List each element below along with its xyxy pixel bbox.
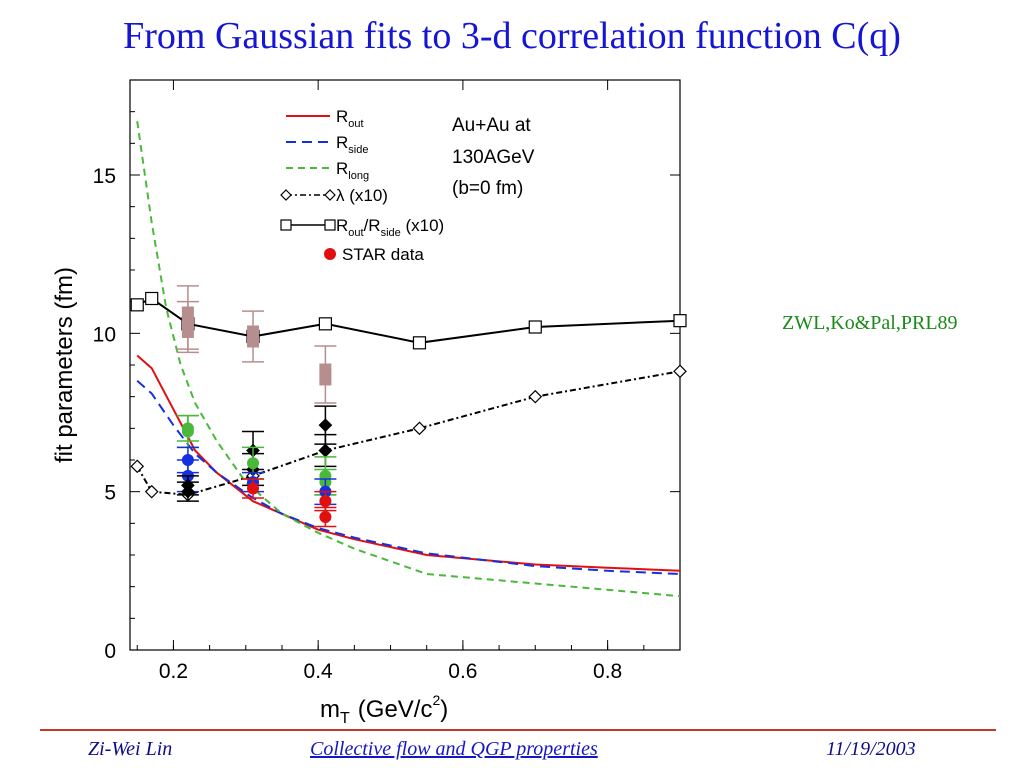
legend-marker-3 (324, 189, 336, 201)
x-axis-label-main: m (320, 696, 340, 723)
legend-label-0: Rout (336, 107, 364, 130)
legend-label-5: STAR data (342, 245, 424, 264)
legend-label-3: λ (x10) (336, 186, 388, 205)
series-layer (130, 121, 687, 598)
star-data-point (318, 443, 333, 458)
annotation-line-3: (b=0 fm) (452, 178, 523, 199)
x-tick-label: 0.2 (159, 660, 188, 683)
legend-marker-4 (324, 219, 336, 231)
y-axis-label: fit parameters (fm) (51, 267, 78, 463)
star-data-point (181, 316, 194, 338)
series-point-4 (412, 336, 427, 350)
star-data-point (319, 495, 332, 508)
x-axis-label: mT (GeV/c2) (320, 692, 448, 727)
series-point-3 (412, 421, 427, 436)
series-point-4 (130, 298, 144, 312)
y-tick-label: 15 (93, 165, 116, 188)
series-point-3 (673, 364, 687, 379)
footer-talk-title[interactable]: Collective flow and QGP properties (310, 738, 598, 760)
star-data-point (247, 457, 260, 470)
star-data-point (247, 325, 260, 348)
footer-date: 11/19/2003 (826, 738, 916, 760)
series-point-4 (318, 317, 332, 331)
legend-label-1: Rside (336, 133, 368, 156)
x-tick-label: 0.8 (593, 660, 622, 683)
x-axis-label-sub: T (340, 710, 350, 727)
annotation-line-1: Au+Au at (452, 115, 531, 136)
legend-marker-3 (280, 189, 292, 201)
slide-title: From Gaussian fits to 3-d correlation fu… (123, 15, 901, 57)
legend-label-2: Rlong (336, 159, 369, 182)
x-axis-label-close: ) (440, 696, 448, 723)
reference-note: ZWL,Ko&Pal,PRL89 (782, 312, 958, 334)
legend-marker-5 (324, 248, 336, 260)
footer-author: Zi-Wei Lin (88, 738, 173, 760)
series-line-4 (136, 297, 681, 344)
x-tick-label: 0.6 (448, 660, 477, 683)
series-point-4 (528, 320, 542, 334)
star-data-point (247, 482, 260, 495)
star-data-point (319, 511, 332, 523)
series-point-3 (528, 389, 543, 404)
x-tick-label: 0.4 (304, 660, 334, 683)
plot-frame (129, 79, 681, 651)
series-line-0 (136, 354, 681, 572)
series-point-3 (130, 459, 145, 474)
star-data-point (319, 363, 332, 386)
star-data-layer (176, 285, 337, 528)
star-data-point (181, 425, 194, 438)
footer-divider (40, 729, 996, 731)
series-point-4 (145, 291, 159, 306)
annotation-line-2: 130AGeV (452, 147, 535, 168)
series-line-2 (136, 121, 681, 598)
y-tick-label: 5 (104, 482, 116, 505)
annotation: Au+Au at 130AGeV (b=0 fm) (452, 115, 540, 199)
legend-marker-4 (280, 219, 292, 231)
y-tick-label: 0 (104, 640, 116, 663)
x-axis-label-sup: 2 (432, 692, 440, 708)
series-point-3 (144, 484, 159, 499)
y-tick-label: 10 (93, 323, 116, 346)
star-data-point (318, 418, 333, 433)
star-data-point (181, 484, 195, 499)
legend-label-4: Rout/Rside (x10) (336, 216, 444, 239)
axis-ticks: 0.2 0.4 0.6 0.8 0 5 10 15 (93, 80, 680, 683)
series-line-1 (136, 380, 681, 575)
legend: Rout Rside Rlong λ (x10) Rout/Rside (x10) STA… (280, 107, 444, 264)
x-axis-label-unit: (GeV/c (358, 696, 433, 723)
series-point-4 (673, 314, 687, 328)
series-line-3 (136, 370, 681, 496)
